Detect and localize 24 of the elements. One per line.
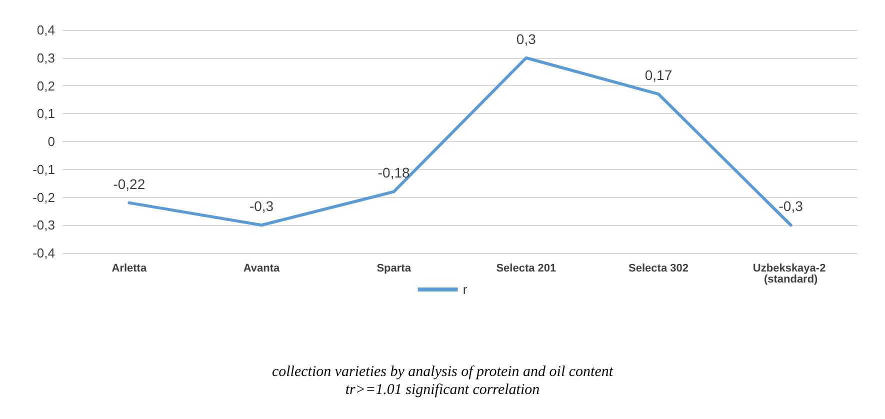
data-label: 0,17 [644, 67, 672, 84]
data-label: 0,3 [516, 30, 536, 47]
y-tick-label: 0,2 [36, 78, 55, 94]
x-tick-label: Uzbekskaya-2 (standard) [752, 262, 829, 286]
y-tick-label: -0,4 [32, 246, 55, 260]
y-tick-label: 0,4 [36, 22, 55, 38]
data-label: -0,22 [113, 176, 146, 192]
y-tick-label: 0,3 [36, 50, 55, 66]
y-tick-label: -0,3 [32, 218, 55, 233]
legend-label: r [462, 282, 468, 297]
x-tick-label: Sparta [376, 262, 412, 274]
x-tick-label: Selecta 302 [628, 262, 688, 274]
x-tick-label: Arletta [112, 262, 148, 274]
y-tick-label: 0,1 [36, 106, 55, 122]
x-tick-label: Avanta [243, 262, 281, 274]
y-tick-label: -0,1 [32, 162, 55, 177]
data-label: -0,3 [249, 198, 274, 214]
data-label: -0,18 [378, 164, 410, 181]
text: tr>=1.01 significant correlation [344, 381, 541, 399]
text: collection varieties by analysis of protein and oil content [270, 363, 614, 381]
y-tick-label: -0,2 [32, 190, 55, 205]
x-tick-label: Selecta 201 [496, 262, 556, 274]
data-label: -0,3 [778, 198, 804, 214]
y-tick-label: 0 [48, 134, 55, 149]
